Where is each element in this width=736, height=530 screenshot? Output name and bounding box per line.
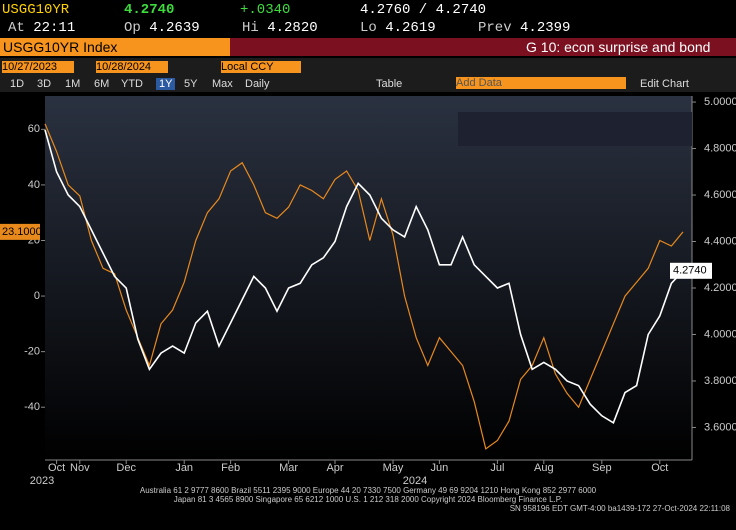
y2-tick-label: 4.0000	[704, 328, 736, 340]
x-tick-label: Jan	[175, 462, 193, 474]
period-button[interactable]: 6M	[94, 78, 110, 90]
frequency[interactable]: Daily	[245, 78, 270, 90]
prev: Prev 4.2399	[478, 20, 570, 36]
y-tick-label: 0	[34, 290, 40, 302]
table-button[interactable]: Table	[376, 78, 403, 90]
value: 4.2820	[267, 20, 318, 36]
period-button[interactable]: 1Y	[156, 78, 176, 90]
security: USGG10YR Index	[3, 39, 118, 55]
low: Lo 4.2619	[360, 20, 436, 36]
y2-tick-label: 5.0000	[704, 96, 736, 108]
label: At	[8, 20, 25, 36]
last-value-tag	[670, 262, 712, 279]
change: +.0340	[240, 2, 291, 18]
x-tick-label: Dec	[116, 462, 136, 474]
y2-tick-label: 4.2000	[704, 282, 736, 294]
x-tick-label: Mar	[279, 462, 298, 474]
value: 4.2619	[385, 20, 436, 36]
y2-tick-label: 3.8000	[704, 375, 736, 387]
value: 4.2399	[520, 20, 571, 36]
footer-line: Australia 61 2 9777 8600 Brazil 5511 239…	[140, 486, 597, 495]
open: Op 4.2639	[124, 20, 200, 36]
y2-tick-label: 4.4000	[704, 235, 736, 247]
y-tick-label: 40	[28, 179, 40, 191]
footer-line: SN 958196 EDT GMT-4:00 ba1439-172 27-Oct…	[510, 504, 731, 513]
plot-area	[45, 96, 692, 460]
x-tick-label: Nov	[70, 462, 90, 474]
value: 4.2639	[149, 20, 200, 36]
security-box[interactable]: USGG10YR Index	[0, 38, 230, 56]
last-value-tag	[0, 223, 40, 240]
legend	[458, 112, 692, 146]
x-tick-label: Sep	[592, 462, 612, 474]
period-button[interactable]: YTD	[121, 78, 143, 90]
series-line	[44, 123, 684, 450]
x-tick-label: Jul	[490, 462, 504, 474]
bid-ask: 4.2760 / 4.2740	[360, 2, 487, 18]
last-price: 4.2740	[124, 2, 175, 18]
period-button[interactable]: 3D	[37, 78, 52, 90]
start-date[interactable]: 10/27/2023	[2, 61, 74, 73]
year-label: 2024	[403, 475, 427, 487]
x-tick-label: Aug	[534, 462, 554, 474]
end-date[interactable]: 10/28/2024	[96, 61, 168, 73]
page-title: G 10: econ surprise and bond	[526, 39, 711, 55]
footer-line: Japan 81 3 4565 8900 Singapore 65 6212 1…	[174, 495, 563, 504]
high: Hi 4.2820	[242, 20, 318, 36]
value: 22:11	[33, 20, 76, 36]
y2-tick-label: 3.6000	[704, 421, 736, 433]
y-tick-label: -40	[24, 401, 40, 413]
time: At 22:11	[8, 20, 75, 36]
y2-tick-label: 4.8000	[704, 142, 736, 154]
x-tick-label: Oct	[651, 462, 668, 474]
period-button[interactable]: Max	[212, 78, 233, 90]
add-data[interactable]: Add Data	[456, 77, 626, 89]
label: Hi	[242, 20, 259, 36]
label: Op	[124, 20, 141, 36]
period-button[interactable]: 1D	[10, 78, 25, 90]
y-tick-label: -20	[24, 346, 40, 358]
ticker: USGG10YR	[2, 2, 70, 18]
y-tick-label: 60	[28, 123, 40, 135]
currency[interactable]: Local CCY	[221, 61, 301, 73]
x-tick-label: Apr	[326, 462, 343, 474]
x-tick-label: May	[383, 462, 404, 474]
series-line	[44, 129, 684, 424]
period-button[interactable]: 5Y	[184, 78, 198, 90]
title-bar: G 10: econ surprise and bond	[230, 38, 736, 56]
x-tick-label: Jun	[431, 462, 449, 474]
x-tick-label: Feb	[221, 462, 240, 474]
last-value-label: 4.2740	[673, 265, 707, 277]
period-button[interactable]: 1M	[65, 78, 81, 90]
y2-tick-label: 4.6000	[704, 189, 736, 201]
label: Prev	[478, 20, 512, 36]
last-value-label: 23.1000	[2, 226, 42, 238]
edit-chart[interactable]: Edit Chart	[640, 78, 689, 90]
label: Lo	[360, 20, 377, 36]
x-tick-label: Oct	[48, 462, 65, 474]
year-label: 2023	[30, 475, 54, 487]
